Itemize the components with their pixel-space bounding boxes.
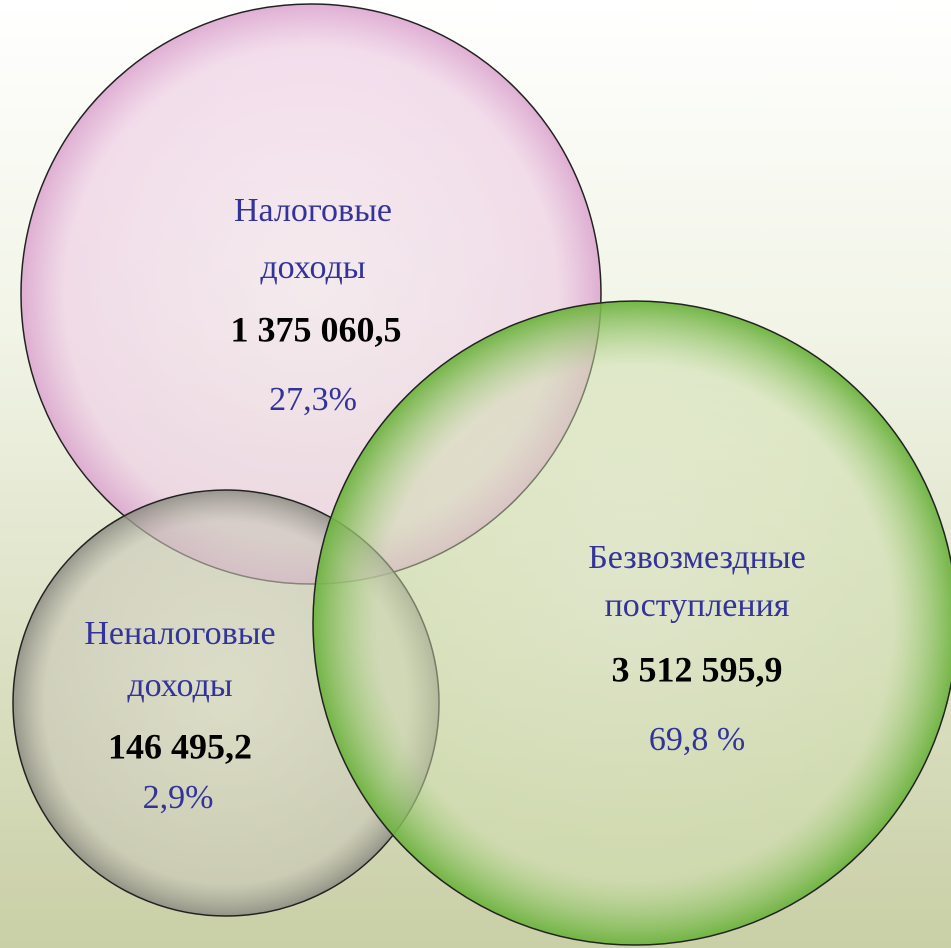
value: 146 495,2 <box>108 726 252 766</box>
value: 3 512 595,9 <box>612 649 783 689</box>
bubble <box>312 300 951 946</box>
percent: 2,9% <box>143 779 214 816</box>
percent: 27,3% <box>269 381 357 418</box>
label: Неналоговые <box>84 615 275 652</box>
value: 1 375 060,5 <box>231 309 402 349</box>
label: Налоговые <box>234 192 392 229</box>
label: поступления <box>605 587 790 624</box>
label: доходы <box>260 249 365 286</box>
label: доходы <box>127 667 232 704</box>
percent: 69,8 % <box>649 721 745 758</box>
label: Безвозмездные <box>588 539 806 576</box>
